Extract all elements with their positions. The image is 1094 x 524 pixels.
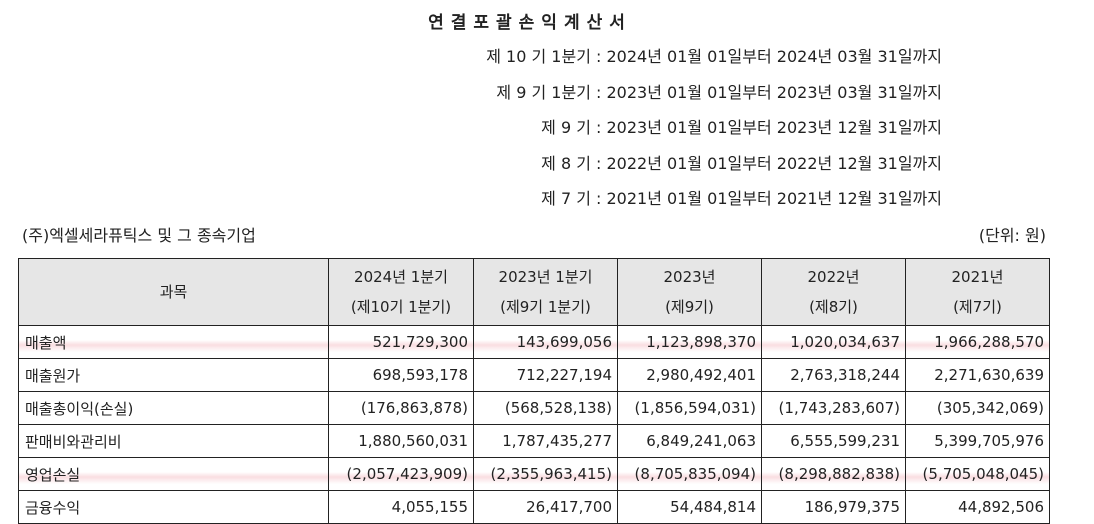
column-header-period: (제10기 1분기): [350, 298, 452, 316]
amount-cell: 1,787,435,277: [473, 424, 618, 458]
amount-cell: (2,355,963,415): [473, 457, 618, 491]
period-line: 제 9 기 1분기 : 2023년 01월 01일부터 2023년 03월 31…: [496, 82, 942, 102]
row-label: 매출원가: [18, 358, 329, 392]
document-title: 연결포괄손익계산서: [428, 13, 632, 33]
amount-cell: 698,593,178: [328, 358, 474, 392]
item-column-header: 과목: [18, 258, 329, 326]
row-label: 매출총이익(손실): [18, 391, 329, 425]
amount-cell: (1,856,594,031): [617, 391, 762, 425]
amount-cell: 6,849,241,063: [617, 424, 762, 458]
amount-cell: 2,271,630,639: [905, 358, 1050, 392]
company-name: (주)엑셀세라퓨틱스 및 그 종속기업: [22, 226, 256, 245]
table-row: 매출액 521,729,300 143,699,056 1,123,898,370 1,…: [18, 325, 1050, 359]
column-header: 2023년 1분기 (제9기 1분기): [473, 258, 618, 326]
fiscal-periods: 제 10 기 1분기 : 2024년 01월 01일부터 2024년 03월 3…: [486, 44, 942, 222]
column-header-period: (제7기): [953, 298, 1002, 316]
table-row: 판매비와관리비 1,880,560,031 1,787,435,277 6,849,2…: [18, 424, 1050, 458]
amount-cell: 2,980,492,401: [617, 358, 762, 392]
column-header-year: 2023년 1분기: [498, 268, 593, 286]
column-header-year: 2022년: [807, 268, 860, 286]
period-line: 제 7 기 : 2021년 01월 01일부터 2021년 12월 31일까지: [541, 189, 942, 208]
amount-cell: (8,705,835,094): [617, 457, 762, 491]
amount-cell: 1,880,560,031: [328, 424, 474, 458]
row-label: 금융수익: [18, 490, 329, 524]
amount-cell: 6,555,599,231: [761, 424, 906, 458]
amount-cell: 54,484,814: [617, 490, 762, 524]
period-line: 제 9 기 : 2023년 01월 01일부터 2023년 12월 31일까지: [541, 118, 942, 137]
amount-cell: (176,863,878): [328, 391, 474, 425]
table-row: 금융수익 4,055,155 26,417,700 54,484,814 186,979…: [18, 490, 1050, 524]
table-row: 매출총이익(손실) (176,863,878) (568,528,138) (1,85…: [18, 391, 1050, 425]
column-header: 2022년 (제8기): [761, 258, 906, 326]
amount-cell: 26,417,700: [473, 490, 618, 524]
income-statement-table: 과목 2024년 1분기 (제10기 1분기) 2023년 1분기 (제9기 1…: [18, 258, 1050, 524]
amount-cell: (1,743,283,607): [761, 391, 906, 425]
column-header-period: (제9기): [665, 298, 714, 316]
table-row: 매출원가 698,593,178 712,227,194 2,980,492,401 2…: [18, 358, 1050, 392]
amount-cell: 44,892,506: [905, 490, 1050, 524]
row-label: 영업손실: [18, 457, 329, 491]
amount-cell: 2,763,318,244: [761, 358, 906, 392]
amount-cell: (568,528,138): [473, 391, 618, 425]
column-header-period: (제9기 1분기): [500, 298, 591, 316]
amount-cell: (2,057,423,909): [328, 457, 474, 491]
amount-cell: 5,399,705,976: [905, 424, 1050, 458]
column-header-period: (제8기): [809, 298, 858, 316]
row-label: 매출액: [18, 325, 329, 359]
period-line: 제 10 기 1분기 : 2024년 01월 01일부터 2024년 03월 3…: [486, 47, 942, 66]
amount-cell: (305,342,069): [905, 391, 1050, 425]
amount-cell: (8,298,882,838): [761, 457, 906, 491]
amount-cell: (5,705,048,045): [905, 457, 1050, 491]
header-row: 과목 2024년 1분기 (제10기 1분기) 2023년 1분기 (제9기 1…: [18, 258, 1050, 326]
table-row: 영업손실 (2,057,423,909) (2,355,963,415) (8,705…: [18, 457, 1050, 491]
column-header: 2024년 1분기 (제10기 1분기): [328, 258, 474, 326]
amount-cell: 712,227,194: [473, 358, 618, 392]
amount-cell: 1,966,288,570: [905, 325, 1050, 359]
amount-cell: 1,020,034,637: [761, 325, 906, 359]
amount-cell: 186,979,375: [761, 490, 906, 524]
column-header-year: 2023년: [663, 268, 716, 286]
period-line: 제 8 기 : 2022년 01월 01일부터 2022년 12월 31일까지: [541, 153, 942, 173]
amount-cell: 143,699,056: [473, 325, 618, 359]
row-label: 판매비와관리비: [18, 424, 329, 458]
column-header-year: 2021년: [951, 268, 1004, 286]
column-header: 2021년 (제7기): [905, 258, 1050, 326]
amount-cell: 1,123,898,370: [617, 325, 762, 359]
column-header-year: 2024년 1분기: [354, 268, 448, 286]
currency-unit: (단위: 원): [978, 226, 1046, 245]
column-header: 2023년 (제9기): [617, 258, 762, 326]
amount-cell: 4,055,155: [328, 490, 474, 524]
amount-cell: 521,729,300: [328, 325, 474, 359]
